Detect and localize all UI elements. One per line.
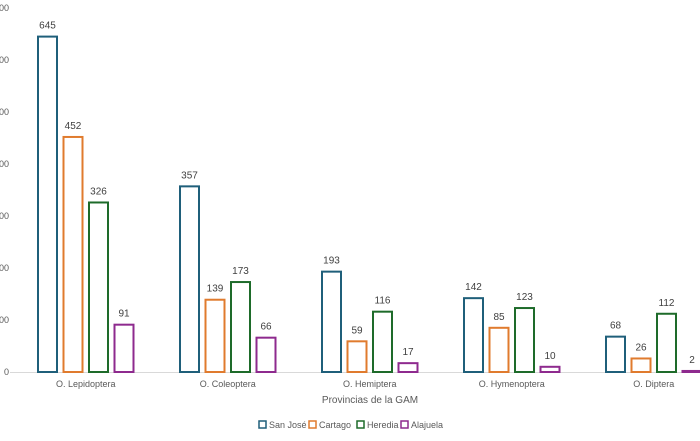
x-tick-label: O. Hymenoptera bbox=[479, 379, 545, 389]
data-label: 173 bbox=[232, 266, 249, 277]
data-label: 91 bbox=[118, 309, 130, 320]
bar-san-jose bbox=[463, 297, 484, 373]
bars-group bbox=[37, 35, 700, 374]
bar-cartago bbox=[62, 135, 84, 373]
bar-san-jose bbox=[605, 335, 626, 374]
bar-alajuela bbox=[681, 369, 700, 373]
data-label: 68 bbox=[610, 321, 622, 332]
bar-cartago bbox=[204, 298, 226, 373]
bar-heredia bbox=[372, 310, 393, 373]
data-label: 645 bbox=[39, 21, 56, 32]
data-label: 59 bbox=[351, 325, 363, 336]
x-tick-label: O. Lepidoptera bbox=[56, 379, 116, 389]
bar-heredia bbox=[230, 281, 251, 374]
legend-swatch bbox=[258, 420, 267, 429]
legend-label: Heredia bbox=[367, 420, 399, 430]
legend-label: Cartago bbox=[319, 420, 351, 430]
data-label: 66 bbox=[260, 322, 272, 333]
y-tick-label: 200 bbox=[0, 263, 9, 273]
data-label: 142 bbox=[465, 282, 482, 293]
bar-heredia bbox=[656, 312, 677, 374]
legend-label: San José bbox=[269, 420, 307, 430]
bar-san-jose bbox=[321, 270, 342, 374]
data-label: 123 bbox=[516, 292, 533, 303]
x-tick-label: O. Hemiptera bbox=[343, 379, 397, 389]
y-axis: 0 100 200 300 400 500 600 700 bbox=[0, 3, 9, 377]
data-label: 85 bbox=[493, 312, 505, 323]
data-label: 26 bbox=[635, 342, 647, 353]
data-label: 10 bbox=[544, 351, 556, 362]
legend-swatch bbox=[308, 420, 317, 429]
bar-alajuela bbox=[397, 362, 419, 374]
bar-san-jose bbox=[37, 35, 58, 373]
y-tick-label: 700 bbox=[0, 3, 9, 13]
x-axis: O. Lepidoptera O. Coleoptera O. Hemiptera O… bbox=[56, 379, 674, 389]
data-label: 2 bbox=[689, 355, 695, 366]
x-axis-title: Provincias de la GAM bbox=[322, 395, 418, 406]
bar-alajuela bbox=[539, 365, 561, 373]
data-label: 193 bbox=[323, 256, 340, 267]
data-label: 326 bbox=[90, 186, 107, 197]
y-tick-label: 600 bbox=[0, 55, 9, 65]
bar-alajuela bbox=[113, 323, 135, 373]
legend-swatch bbox=[400, 420, 409, 429]
data-label: 452 bbox=[65, 121, 82, 132]
legend: San José Cartago Heredia Alajuela bbox=[258, 420, 443, 430]
bar-alajuela bbox=[255, 336, 277, 373]
bar-cartago bbox=[630, 357, 652, 374]
x-tick-label: O. Coleoptera bbox=[200, 379, 256, 389]
y-tick-label: 400 bbox=[0, 159, 9, 169]
bar-san-jose bbox=[179, 185, 200, 373]
x-tick-label: O. Diptera bbox=[633, 379, 674, 389]
data-label: 357 bbox=[181, 170, 198, 181]
bar-heredia bbox=[88, 201, 109, 373]
legend-swatch bbox=[356, 420, 365, 429]
y-tick-label: 500 bbox=[0, 107, 9, 117]
y-tick-label: 0 bbox=[4, 367, 9, 377]
bar-heredia bbox=[514, 307, 535, 374]
legend-label: Alajuela bbox=[411, 420, 443, 430]
data-label: 112 bbox=[659, 298, 675, 309]
data-labels-group: 645 452 326 91 357 139 173 66 193 59 116 17 142 85 123… bbox=[39, 21, 695, 366]
y-tick-label: 100 bbox=[0, 315, 9, 325]
bar-cartago bbox=[488, 326, 510, 373]
data-label: 17 bbox=[402, 347, 414, 358]
bar-cartago bbox=[346, 340, 368, 374]
data-label: 116 bbox=[375, 296, 391, 307]
y-tick-label: 300 bbox=[0, 211, 9, 221]
data-label: 139 bbox=[207, 284, 224, 295]
